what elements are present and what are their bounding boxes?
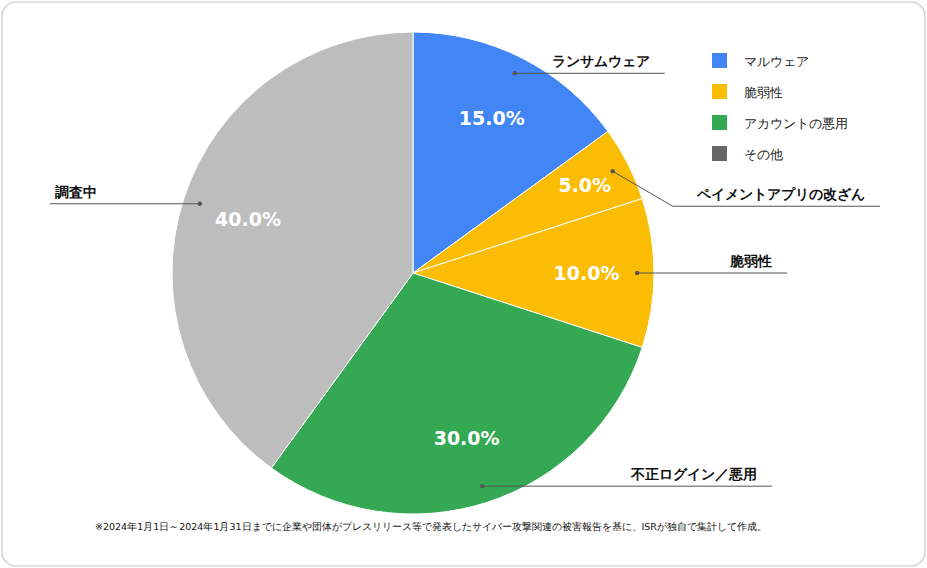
data-label: 40.0% (215, 208, 281, 230)
leader-line (637, 273, 787, 274)
legend-swatch (712, 146, 727, 161)
leader-line (50, 203, 200, 204)
frame (2, 2, 925, 566)
category-label: 調査中 (55, 184, 97, 200)
data-label: 10.0% (554, 262, 620, 284)
legend-swatch (712, 53, 727, 68)
pie-slice (172, 32, 413, 468)
legend: マルウェア脆弱性アカウントの悪用その他 (712, 53, 848, 162)
legend-label: 脆弱性 (744, 85, 783, 100)
category-label: 不正ログイン／悪用 (630, 466, 757, 482)
legend-label: マルウェア (744, 54, 809, 69)
caption: ※2024年1月1日～2024年1月31日までに企業や団体がプレスリリース等で発… (95, 521, 767, 532)
legend-label: アカウントの悪用 (744, 116, 848, 131)
labels: 15.0% ランサムウェア 5.0% ペイメントアプリの改ざん 10.0% 脆弱性 30.0… (50, 53, 880, 488)
legend-swatch (712, 115, 727, 130)
legend-swatch (712, 84, 727, 99)
leader-line (482, 486, 772, 487)
leader-line (515, 73, 665, 74)
legend-label: その他 (744, 147, 783, 162)
slices (172, 32, 654, 514)
category-label: ペイメントアプリの改ざん (696, 186, 865, 202)
category-label: 脆弱性 (729, 253, 772, 269)
data-label: 15.0% (459, 107, 525, 129)
chart-container: 15.0% ランサムウェア 5.0% ペイメントアプリの改ざん 10.0% 脆弱性 30.0… (0, 0, 927, 568)
leader-line (613, 171, 880, 206)
category-label: ランサムウェア (552, 53, 650, 69)
data-label: 5.0% (558, 174, 611, 196)
chart-svg: 15.0% ランサムウェア 5.0% ペイメントアプリの改ざん 10.0% 脆弱性 30.0… (0, 0, 927, 568)
data-label: 30.0% (434, 427, 500, 449)
